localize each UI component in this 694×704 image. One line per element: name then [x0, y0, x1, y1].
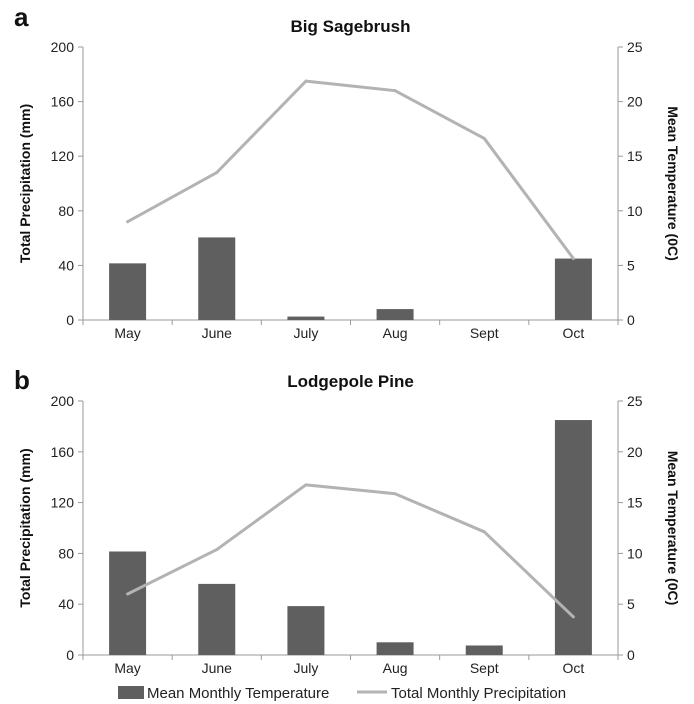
x-tick-label: Aug: [383, 325, 408, 341]
x-tick-label: Sept: [470, 325, 499, 341]
legend-label-precipitation: Total Monthly Precipitation: [391, 685, 566, 702]
y-tick-label: 0: [66, 312, 74, 328]
bar-may: [109, 551, 147, 655]
y2-tick-label: 10: [627, 203, 643, 219]
line-point-july: [304, 79, 308, 83]
x-tick-label: July: [293, 660, 318, 676]
line-point-sept: [482, 530, 486, 534]
line-point-may: [126, 220, 130, 224]
precipitation-line: [126, 79, 575, 260]
x-tick-label: July: [293, 325, 318, 341]
chart-title: Lodgepole Pine: [287, 372, 414, 391]
y2-tick-label: 5: [627, 257, 635, 273]
y2-tick-label: 5: [627, 596, 635, 612]
y2-tick-label: 25: [627, 393, 643, 409]
line-point-aug: [393, 492, 397, 496]
y-tick-label: 120: [51, 495, 75, 511]
line-point-june: [215, 171, 219, 175]
y2-tick-label: 25: [627, 39, 643, 55]
y2-tick-label: 0: [627, 312, 635, 328]
precipitation-line: [126, 483, 575, 618]
bar-aug: [376, 309, 414, 320]
y-tick-label: 0: [66, 647, 74, 663]
bar-oct: [554, 258, 592, 320]
y2-tick-label: 15: [627, 495, 643, 511]
line-point-sept: [482, 136, 486, 140]
bar-aug: [376, 642, 414, 655]
panel-label: b: [14, 365, 30, 395]
y2-tick-label: 0: [627, 647, 635, 663]
y2-tick-label: 20: [627, 94, 643, 110]
line-point-july: [304, 483, 308, 487]
line-point-oct: [571, 257, 575, 261]
y2-tick-label: 10: [627, 545, 643, 561]
y-tick-label: 120: [51, 148, 75, 164]
x-tick-label: Oct: [563, 325, 585, 341]
bar-oct: [554, 420, 592, 655]
legend: Mean Monthly Temperature Total Monthly P…: [118, 685, 566, 702]
line-point-aug: [393, 89, 397, 93]
x-tick-label: Aug: [383, 660, 408, 676]
legend-swatch-temperature: [118, 686, 144, 699]
y-tick-label: 40: [58, 596, 74, 612]
chart-svg: a Big Sagebrush040801201602000510152025Ma…: [14, 2, 681, 676]
panel-label: a: [14, 2, 29, 32]
x-tick-label: May: [114, 660, 140, 676]
y-axis-title: Total Precipitation (mm): [17, 104, 33, 263]
y-tick-label: 80: [58, 203, 74, 219]
x-tick-label: June: [202, 325, 233, 341]
x-tick-label: Sept: [470, 660, 499, 676]
y2-tick-label: 20: [627, 444, 643, 460]
y-tick-label: 200: [51, 39, 75, 55]
y-tick-label: 160: [51, 444, 75, 460]
y2-axis-title: Mean Temperature (0C): [665, 106, 681, 261]
y2-tick-label: 15: [627, 148, 643, 164]
x-tick-label: May: [114, 325, 140, 341]
y-tick-label: 80: [58, 545, 74, 561]
bar-june: [198, 583, 236, 655]
line-point-june: [215, 548, 219, 552]
y-tick-label: 160: [51, 94, 75, 110]
bar-july: [287, 606, 325, 655]
y-axis-title: Total Precipitation (mm): [17, 448, 33, 607]
bar-july: [287, 316, 325, 320]
legend-label-temperature: Mean Monthly Temperature: [147, 685, 329, 702]
bar-may: [109, 263, 147, 320]
line-point-may: [126, 592, 130, 596]
y2-axis-title: Mean Temperature (0C): [665, 451, 681, 606]
x-tick-label: Oct: [563, 660, 585, 676]
bar-sept: [465, 645, 503, 655]
line-point-oct: [571, 615, 575, 619]
y-tick-label: 40: [58, 257, 74, 273]
bar-june: [198, 237, 236, 320]
chart-title: Big Sagebrush: [291, 17, 411, 36]
y-tick-label: 200: [51, 393, 75, 409]
x-tick-label: June: [202, 660, 233, 676]
